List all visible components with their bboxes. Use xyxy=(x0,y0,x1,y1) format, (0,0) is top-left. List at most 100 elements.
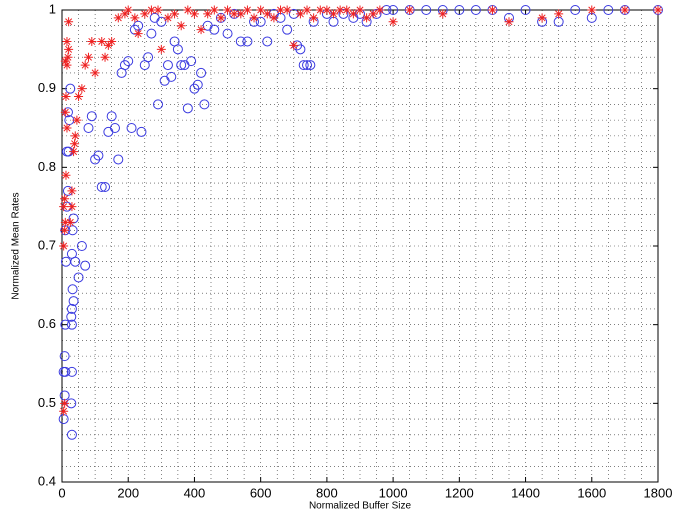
star-point xyxy=(70,131,80,141)
star-point xyxy=(60,56,70,66)
star-point xyxy=(97,36,107,46)
star-point xyxy=(65,217,75,227)
x-tick-label: 0 xyxy=(58,485,65,500)
star-point xyxy=(315,5,325,15)
circle-point xyxy=(136,126,147,137)
star-point xyxy=(146,5,156,15)
star-point xyxy=(189,9,199,19)
circle-point xyxy=(328,16,339,27)
star-point xyxy=(229,9,239,19)
star-point xyxy=(269,13,279,23)
star-point xyxy=(130,13,140,23)
star-point xyxy=(140,9,150,19)
star-point xyxy=(322,5,332,15)
star-point xyxy=(59,202,69,212)
circle-point xyxy=(113,154,124,165)
star-point xyxy=(276,5,286,15)
star-point xyxy=(405,5,415,15)
circle-point xyxy=(96,182,107,192)
star-point xyxy=(113,13,123,23)
x-tick-label: 1200 xyxy=(445,485,474,500)
star-point xyxy=(209,5,219,15)
star-point xyxy=(80,60,90,70)
circle-point xyxy=(66,319,77,330)
circle-point xyxy=(282,24,293,35)
star-point xyxy=(309,13,319,23)
circle-point xyxy=(86,111,97,122)
star-point xyxy=(90,68,100,78)
star-point xyxy=(537,13,547,23)
star-point xyxy=(156,44,166,54)
circle-point xyxy=(262,36,273,47)
circle-point xyxy=(255,16,266,27)
star-point xyxy=(72,115,82,125)
circle-point xyxy=(470,5,481,15)
star-point xyxy=(587,5,597,15)
star-point xyxy=(289,40,299,50)
x-tick-label: 1800 xyxy=(644,485,673,500)
y-tick-label: 0.4 xyxy=(38,473,56,488)
star-point xyxy=(107,36,117,46)
star-point xyxy=(120,9,130,19)
star-point xyxy=(504,17,514,27)
star-point xyxy=(74,92,84,102)
star-point xyxy=(342,5,352,15)
x-axis-title: Normalized Buffer Size xyxy=(309,501,412,512)
circle-point xyxy=(68,213,79,224)
circle-point xyxy=(146,28,157,39)
y-tick-label: 0.6 xyxy=(38,316,56,331)
star-point xyxy=(196,25,206,35)
circle-point xyxy=(70,256,81,267)
x-tick-label: 400 xyxy=(184,485,206,500)
star-point xyxy=(60,107,70,117)
star-point xyxy=(295,9,305,19)
circle-point xyxy=(166,71,177,82)
circle-point xyxy=(209,24,220,35)
star-point xyxy=(362,13,372,23)
star-point xyxy=(236,9,246,19)
star-point xyxy=(375,5,385,15)
circle-point xyxy=(199,99,210,110)
star-point xyxy=(249,13,259,23)
circle-point xyxy=(149,12,160,23)
star-point xyxy=(64,44,74,54)
star-point xyxy=(487,5,497,15)
star-point xyxy=(620,5,630,15)
star-point xyxy=(262,9,272,19)
circle-point xyxy=(76,241,87,251)
x-tick-label: 800 xyxy=(316,485,338,500)
star-point xyxy=(60,194,70,204)
star-point xyxy=(59,406,69,416)
circle-point xyxy=(103,126,114,137)
star-point xyxy=(60,217,70,227)
star-point xyxy=(329,9,339,19)
y-tick-label: 0.7 xyxy=(38,237,56,252)
star-point xyxy=(63,52,73,62)
circle-point xyxy=(58,366,69,377)
star-point xyxy=(60,398,70,408)
circle-point xyxy=(156,16,167,27)
y-tick-label: 0.5 xyxy=(38,395,56,410)
circle-point xyxy=(119,60,130,71)
star-point xyxy=(242,5,252,15)
circle-point xyxy=(159,75,170,86)
circle-point xyxy=(153,99,164,110)
star-point xyxy=(60,225,70,235)
circle-point xyxy=(182,103,193,114)
star-point xyxy=(153,5,163,15)
circle-point xyxy=(192,79,203,90)
circle-point xyxy=(123,56,134,67)
circle-point xyxy=(176,60,187,71)
y-tick-label: 0.9 xyxy=(38,80,56,95)
circle-point xyxy=(68,296,79,307)
star-point xyxy=(67,186,77,196)
circle-point xyxy=(454,5,465,15)
x-tick-label: 1600 xyxy=(577,485,606,500)
star-point xyxy=(355,5,365,15)
circle-point xyxy=(67,284,78,295)
circle-point xyxy=(93,150,104,161)
star-point xyxy=(653,5,663,15)
circle-point xyxy=(295,44,306,55)
